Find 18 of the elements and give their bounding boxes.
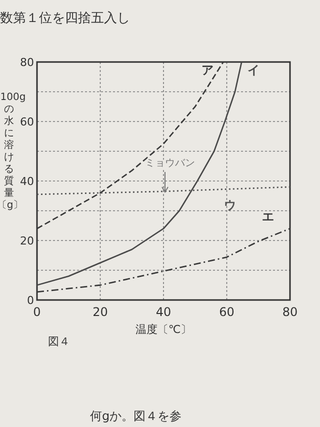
annotation: ミョウバン [145, 158, 195, 169]
x-tick-label: 40 [156, 305, 172, 319]
text: 数第１位を四捨五入し [0, 11, 130, 26]
x-tick-label: 20 [92, 305, 108, 319]
series-label: ウ [224, 198, 236, 212]
series-label: ア [201, 63, 214, 77]
x-axis-title: 温度〔℃〕 [135, 323, 192, 336]
series-label: エ [262, 210, 274, 224]
y-tick-label: 0 [27, 294, 34, 307]
caption: 図４ [48, 335, 70, 348]
x-tick-label: 80 [282, 305, 298, 319]
series-label: イ [248, 63, 260, 77]
y-tick-label: 20 [20, 234, 34, 248]
y-tick-label: 80 [20, 56, 34, 69]
text: 何gか。図４を参 [90, 409, 182, 423]
y-tick-label: 60 [20, 116, 34, 128]
y-tick-label: 40 [20, 175, 34, 188]
x-tick-label: 60 [219, 305, 234, 319]
